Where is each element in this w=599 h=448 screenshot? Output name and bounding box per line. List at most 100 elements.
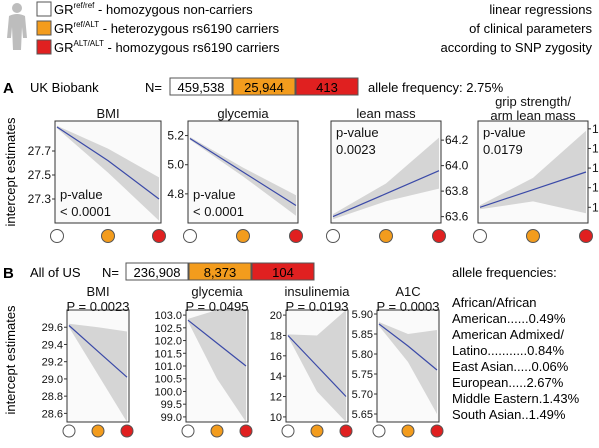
y-tick-label: 29.0 — [42, 374, 63, 386]
chart-title: glycemia — [217, 106, 269, 121]
chart-title: lean mass — [356, 106, 416, 121]
zygosity-marker — [184, 230, 197, 243]
p-value: P = 0.0193 — [285, 299, 348, 314]
y-tick-label: 5.2 — [167, 129, 184, 143]
y-tick-label: 12 — [270, 392, 282, 404]
y-tick-label: 12.30 — [592, 181, 599, 195]
legend-swatch-het — [37, 21, 51, 35]
y-tick-label: 101.0 — [154, 361, 182, 373]
zygosity-marker — [240, 425, 252, 437]
p-value: P = 0.0495 — [185, 299, 248, 314]
zygosity-marker — [282, 425, 294, 437]
zygosity-marker — [327, 230, 340, 243]
p-value: 0.0023 — [336, 142, 376, 157]
panel-b-count-hom: 104 — [272, 265, 294, 280]
figure-title: linear regressions of clinical parameter… — [441, 2, 593, 55]
p-value-label: p-value — [193, 187, 236, 202]
panel-a-count-hom: 413 — [316, 80, 338, 95]
zygosity-marker — [373, 425, 385, 437]
zygosity-marker — [121, 425, 133, 437]
chart-title: arm lean mass — [490, 108, 576, 123]
y-tick-label: 20 — [270, 310, 282, 322]
zygosity-marker — [182, 425, 194, 437]
legend-swatch-hom — [37, 40, 51, 54]
y-tick-label: 12.35 — [592, 161, 599, 175]
zygosity-marker — [402, 425, 414, 437]
y-tick-label: 4.8 — [167, 187, 184, 201]
zygosity-legend: GRref/ref - homozygous non-carriers GRre… — [37, 1, 280, 55]
p-value: 0.0179 — [483, 142, 523, 157]
y-tick-label: 29.6 — [42, 322, 63, 334]
y-tick-label: 29.2 — [42, 357, 63, 369]
zygosity-marker — [63, 425, 75, 437]
chart-title: A1C — [395, 284, 420, 299]
chart-title: BMI — [86, 284, 109, 299]
panel-b-n-label: N= — [102, 265, 119, 280]
p-value: < 0.0001 — [60, 204, 111, 219]
y-tick-label: 16 — [270, 351, 282, 363]
y-tick-label: 99.5 — [161, 399, 182, 411]
zygosity-marker — [153, 230, 166, 243]
y-tick-label: 5.90 — [352, 309, 373, 321]
y-tick-label: 101.5 — [154, 348, 182, 360]
p-value: P = 0.0003 — [376, 299, 439, 314]
panel-a-cohort: UK Biobank — [30, 80, 99, 95]
panel-b-letter: B — [3, 265, 14, 282]
panel-b-ylabel: intercept estimates — [3, 305, 18, 415]
zygosity-marker — [237, 230, 250, 243]
legend-text-ref: GRref/ref - homozygous non-carriers — [54, 1, 253, 17]
zygosity-marker — [102, 230, 115, 243]
person-icon — [7, 3, 27, 50]
y-tick-label: 64.2 — [445, 133, 469, 147]
y-tick-label: 12.40 — [592, 141, 599, 155]
allele-line-2: American......0.49% — [452, 311, 566, 326]
p-value-label: p-value — [483, 125, 526, 140]
y-tick-label: 10 — [270, 412, 282, 424]
y-tick-label: 14 — [270, 371, 282, 383]
zygosity-marker — [311, 425, 323, 437]
y-tick-label: 18 — [270, 330, 282, 342]
panel-b-count-ref: 236,908 — [134, 265, 181, 280]
zygosity-marker — [433, 230, 446, 243]
y-tick-label: 100.5 — [154, 374, 182, 386]
chart-title: glycemia — [191, 284, 243, 299]
title-line-3: according to SNP zygosity — [441, 40, 593, 55]
allele-frequencies-title: allele frequencies: — [452, 265, 557, 280]
allele-line-1: African/African — [452, 295, 537, 310]
zygosity-marker — [340, 425, 352, 437]
title-line-1: linear regressions — [489, 2, 592, 17]
p-value-label: p-value — [336, 125, 379, 140]
panel-b-cohort: All of US — [30, 265, 81, 280]
allele-line-4: Latino...........0.84% — [452, 343, 564, 358]
y-tick-label: 100.0 — [154, 386, 182, 398]
y-tick-label: 27.5 — [28, 168, 52, 182]
y-tick-label: 12.25 — [592, 200, 599, 214]
panel-b-count-het: 8,373 — [204, 265, 237, 280]
legend-text-het: GRref/ALT - heterozygous rs6190 carriers — [54, 20, 280, 36]
y-tick-label: 28.8 — [42, 391, 63, 403]
y-tick-label: 102.0 — [154, 336, 182, 348]
zygosity-marker — [92, 425, 104, 437]
allele-frequencies-list: allele frequencies: African/African Amer… — [452, 265, 580, 422]
y-tick-label: 5.70 — [352, 389, 373, 401]
allele-line-3: American Admixed/ — [452, 327, 564, 342]
zygosity-marker — [211, 425, 223, 437]
y-tick-label: 12.45 — [592, 122, 599, 136]
y-tick-label: 99.0 — [161, 412, 182, 424]
zygosity-marker — [580, 230, 593, 243]
y-tick-label: 27.7 — [28, 144, 52, 158]
panel-a-letter: A — [3, 80, 14, 97]
allele-line-8: South Asian..1.49% — [452, 407, 566, 422]
p-value: P = 0.0023 — [66, 299, 129, 314]
chart-b-6: 103.0102.5102.0101.5101.0100.5100.099.59… — [154, 284, 252, 437]
y-tick-label: 103.0 — [154, 310, 182, 322]
panel-a-count-ref: 459,538 — [178, 80, 225, 95]
zygosity-marker — [527, 230, 540, 243]
y-tick-label: 27.3 — [28, 192, 52, 206]
y-tick-label: 64.0 — [445, 159, 469, 173]
